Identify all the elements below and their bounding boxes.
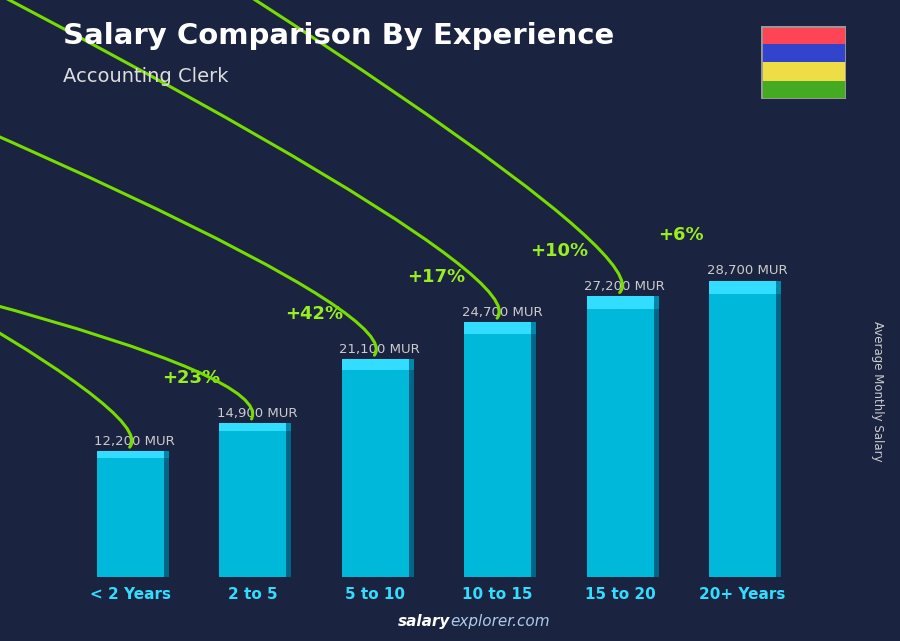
Bar <box>464 322 531 577</box>
Text: explorer.com: explorer.com <box>450 615 550 629</box>
Text: 21,100 MUR: 21,100 MUR <box>339 343 420 356</box>
Text: +23%: +23% <box>163 369 220 387</box>
Bar <box>409 359 414 370</box>
Bar <box>164 451 168 458</box>
Bar <box>531 322 536 577</box>
Bar <box>709 281 777 294</box>
Text: +6%: +6% <box>659 226 704 244</box>
Bar <box>709 281 777 577</box>
Text: 27,200 MUR: 27,200 MUR <box>584 280 665 293</box>
Text: 28,700 MUR: 28,700 MUR <box>706 264 788 278</box>
Text: salary: salary <box>398 615 450 629</box>
Bar <box>286 423 292 577</box>
Bar <box>760 81 846 99</box>
Bar <box>654 296 659 577</box>
Bar <box>531 322 536 334</box>
Text: Salary Comparison By Experience: Salary Comparison By Experience <box>63 22 614 51</box>
Bar <box>409 359 414 577</box>
Text: Average Monthly Salary: Average Monthly Salary <box>871 320 884 462</box>
Bar <box>760 26 846 44</box>
Text: 24,700 MUR: 24,700 MUR <box>462 306 542 319</box>
Text: Accounting Clerk: Accounting Clerk <box>63 67 229 87</box>
Bar <box>286 423 292 431</box>
Text: +10%: +10% <box>530 242 588 260</box>
Bar <box>654 296 659 310</box>
Bar <box>219 423 286 431</box>
Bar <box>760 44 846 62</box>
Bar <box>760 62 846 81</box>
Bar <box>96 451 164 458</box>
Bar <box>777 281 781 577</box>
Bar <box>342 359 409 577</box>
Bar <box>219 423 286 577</box>
Bar <box>342 359 409 370</box>
Bar <box>777 281 781 294</box>
Text: +17%: +17% <box>408 268 465 286</box>
Bar <box>587 296 654 310</box>
Text: 14,900 MUR: 14,900 MUR <box>217 407 297 420</box>
Bar <box>587 296 654 577</box>
Text: +42%: +42% <box>285 305 343 323</box>
Bar <box>464 322 531 334</box>
Bar <box>96 451 164 577</box>
Bar <box>164 451 168 577</box>
Text: 12,200 MUR: 12,200 MUR <box>94 435 175 448</box>
